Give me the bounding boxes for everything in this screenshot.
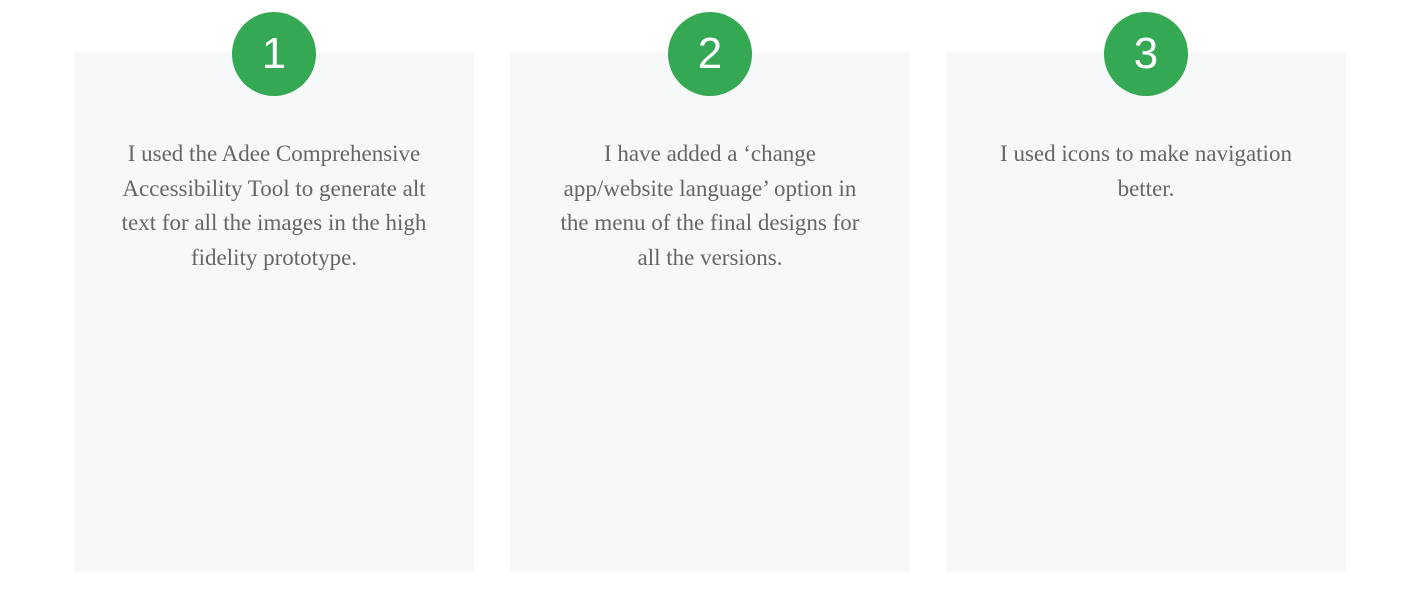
step-card-1 <box>74 52 474 572</box>
step-number-badge-3: 3 <box>1104 12 1188 96</box>
step-number-badge-1: 1 <box>232 12 316 96</box>
step-card-2 <box>510 52 910 572</box>
step-description-2: I have added a ‘change app/website langu… <box>560 141 860 270</box>
step-card-3 <box>946 52 1346 572</box>
step-number-badge-2: 2 <box>668 12 752 96</box>
step-description-3: I used icons to make navigation better. <box>1000 141 1292 201</box>
step-description-1: I used the Adee Comprehensive Accessibil… <box>121 141 427 270</box>
